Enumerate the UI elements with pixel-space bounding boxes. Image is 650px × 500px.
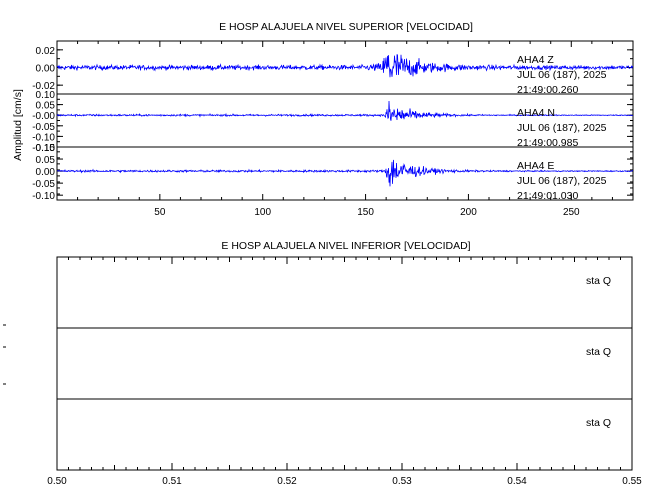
y-tick-label: 0.10	[36, 90, 56, 101]
x-tick-label: 200	[460, 207, 477, 218]
station-label: sta Q	[586, 417, 611, 429]
upper-chart-panels: 0.02 0.00 -0.02 AHA4 Z JUL 06 (187), 2025 21:…	[32, 40, 634, 202]
y-tick-label: -0.10	[32, 191, 55, 202]
x-tick-label: 0.52	[277, 476, 297, 487]
upper-chart-title: E HOSP ALAJUELA NIVEL SUPERIOR [VELOCIDA…	[219, 21, 473, 33]
station-label: AHA4 E	[517, 160, 554, 172]
waveform-aha4-e	[56, 159, 633, 187]
x-tick-label: 250	[563, 207, 580, 218]
y-tick-label: 0.05	[36, 155, 56, 166]
date-label: JUL 06 (187), 2025	[517, 69, 607, 81]
upper-chart: E HOSP ALAJUELA NIVEL SUPERIOR [VELOCIDA…	[12, 21, 634, 218]
y-tick-label: -0.05	[32, 122, 55, 133]
date-label: JUL 06 (187), 2025	[517, 122, 607, 134]
waveform-aha4-n	[56, 100, 634, 121]
upper-chart-x-axis: 50 100 150 200 250	[77, 41, 634, 218]
y-tick-label: 0.00	[36, 64, 56, 75]
upper-panel-1: 0.02 0.00 -0.02 AHA4 Z JUL 06 (187), 2025 21:…	[32, 40, 634, 96]
x-tick-label: 0.53	[392, 476, 412, 487]
y-tick-label: 0.00	[36, 167, 56, 178]
panel-frame	[56, 398, 633, 471]
lower-chart-x-axis: 0.50 0.51 0.52 0.53 0.54 0.55	[47, 257, 642, 487]
lower-chart: E HOSP ALAJUELA NIVEL INFERIOR [VELOCIDA…	[47, 240, 642, 487]
y-tick-label: 0.05	[36, 101, 56, 112]
x-tick-label: 0.54	[507, 476, 527, 487]
y-tick-label: -0.05	[32, 179, 55, 190]
lower-chart-panels: sta Q sta Q sta Q	[56, 256, 633, 471]
upper-panel-3: 0.100.050.00-0.05-0.10 AHA4 E JUL 06 (187)…	[32, 143, 634, 202]
waveform-aha4-z	[56, 54, 634, 78]
x-tick-label: 50	[154, 207, 166, 218]
panel-frame	[56, 256, 633, 329]
lower-chart-title: E HOSP ALAJUELA NIVEL INFERIOR [VELOCIDA…	[221, 240, 470, 252]
time-label: 21:49:00.260	[517, 84, 578, 96]
y-tick-label: -0.10	[32, 132, 55, 143]
x-tick-label: 100	[254, 207, 271, 218]
station-label: AHA4 Z	[517, 54, 554, 66]
y-tick-label: 0.10	[36, 143, 56, 154]
lower-panel-1: sta Q	[56, 256, 633, 329]
x-tick-label: 0.55	[622, 476, 642, 487]
date-label: JUL 06 (187), 2025	[517, 175, 607, 187]
time-label: 21:49:00.985	[517, 137, 578, 149]
left-edge-marks	[3, 324, 6, 385]
x-tick-label: 150	[357, 207, 374, 218]
y-tick-label: -0.00	[32, 111, 55, 122]
panel-frame	[56, 327, 633, 400]
time-label: 21:49:01.030	[517, 190, 578, 202]
station-label: sta Q	[586, 346, 611, 358]
station-label: AHA4 N	[517, 107, 555, 119]
station-label: sta Q	[586, 275, 611, 287]
y-tick-label: -0.15	[32, 143, 55, 154]
lower-panel-2: sta Q	[56, 327, 633, 400]
lower-panel-3: sta Q	[56, 398, 633, 471]
x-tick-label: 0.50	[47, 476, 67, 487]
x-tick-label: 0.51	[162, 476, 182, 487]
upper-chart-ylabel: Amplitud [cm/s]	[12, 89, 24, 161]
y-tick-label: 0.02	[36, 46, 56, 57]
y-tick-label: -0.02	[32, 81, 55, 92]
